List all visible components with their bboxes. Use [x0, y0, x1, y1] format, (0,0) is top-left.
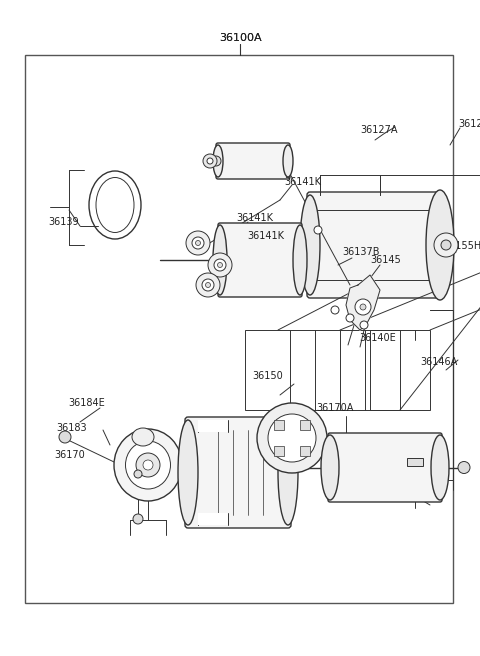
Text: 36145: 36145 — [370, 255, 401, 265]
Bar — [198, 420, 228, 432]
Ellipse shape — [431, 435, 449, 500]
Bar — [300, 420, 310, 430]
Ellipse shape — [278, 420, 298, 525]
Bar — [274, 445, 284, 456]
FancyBboxPatch shape — [216, 143, 290, 179]
Text: 36146A: 36146A — [420, 357, 457, 367]
Bar — [407, 458, 423, 466]
Circle shape — [434, 233, 458, 257]
Circle shape — [192, 237, 204, 249]
Bar — [300, 445, 310, 456]
Bar — [25, 55, 453, 603]
Ellipse shape — [293, 225, 307, 295]
Text: 36170: 36170 — [54, 450, 85, 460]
Ellipse shape — [125, 441, 170, 489]
Ellipse shape — [300, 195, 320, 295]
Text: 36183: 36183 — [56, 423, 86, 433]
Ellipse shape — [132, 428, 154, 446]
Circle shape — [186, 231, 210, 255]
Ellipse shape — [213, 225, 227, 295]
Text: 36141K: 36141K — [236, 213, 273, 223]
Circle shape — [360, 304, 366, 310]
Text: 36100A: 36100A — [219, 33, 261, 43]
Circle shape — [134, 470, 142, 478]
Bar — [370, 330, 430, 410]
Ellipse shape — [213, 145, 223, 177]
Circle shape — [214, 259, 226, 271]
FancyBboxPatch shape — [218, 223, 302, 297]
FancyBboxPatch shape — [307, 192, 443, 298]
Circle shape — [458, 462, 470, 474]
Circle shape — [203, 154, 217, 168]
Circle shape — [196, 273, 220, 297]
Text: 36141K: 36141K — [247, 231, 284, 241]
Circle shape — [205, 283, 211, 287]
Circle shape — [360, 321, 368, 329]
Circle shape — [331, 306, 339, 314]
Bar — [274, 420, 284, 430]
Bar — [245, 330, 400, 410]
Text: 36155H: 36155H — [443, 241, 480, 251]
Circle shape — [195, 241, 201, 245]
Text: 36141K: 36141K — [284, 177, 321, 187]
Circle shape — [136, 453, 160, 477]
Ellipse shape — [426, 190, 454, 300]
Circle shape — [314, 226, 322, 234]
Text: 36170A: 36170A — [316, 403, 353, 413]
Text: 36120: 36120 — [458, 119, 480, 129]
Text: 36127A: 36127A — [360, 125, 397, 135]
FancyBboxPatch shape — [185, 417, 291, 528]
Circle shape — [355, 299, 371, 315]
Bar — [198, 513, 228, 525]
Circle shape — [268, 414, 316, 462]
Polygon shape — [346, 275, 380, 330]
Text: 36184E: 36184E — [68, 398, 105, 408]
Circle shape — [211, 156, 221, 166]
Text: 36140E: 36140E — [360, 333, 396, 343]
Circle shape — [133, 514, 143, 524]
Circle shape — [346, 314, 354, 322]
Circle shape — [202, 279, 214, 291]
Circle shape — [257, 403, 327, 473]
Ellipse shape — [114, 429, 182, 501]
Text: 36137B: 36137B — [342, 247, 380, 257]
Text: 36139: 36139 — [48, 217, 79, 227]
Circle shape — [207, 158, 213, 164]
Circle shape — [208, 253, 232, 277]
FancyBboxPatch shape — [328, 433, 442, 502]
Ellipse shape — [321, 435, 339, 500]
Circle shape — [217, 262, 223, 268]
Text: 36150: 36150 — [252, 371, 283, 381]
Circle shape — [143, 460, 153, 470]
Ellipse shape — [178, 420, 198, 525]
Ellipse shape — [283, 145, 293, 177]
Circle shape — [441, 240, 451, 250]
Text: 36100A: 36100A — [219, 33, 261, 43]
Circle shape — [59, 431, 71, 443]
